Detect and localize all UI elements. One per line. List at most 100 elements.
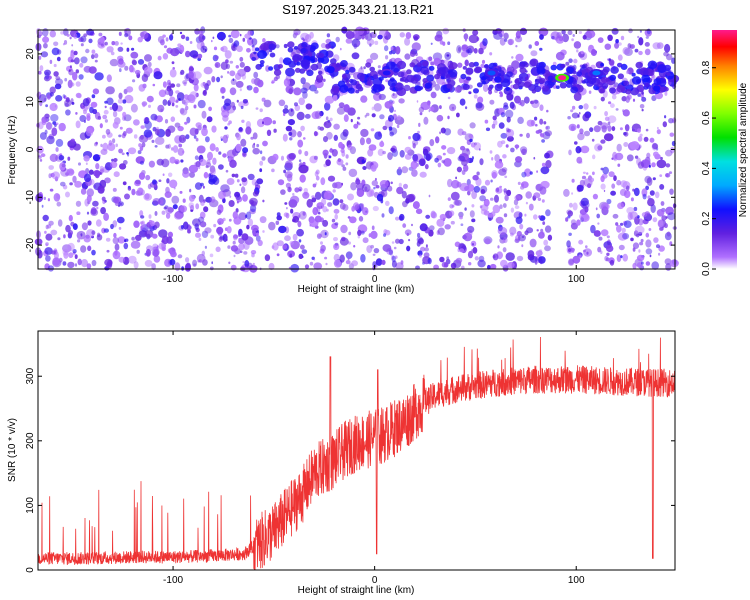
spectrogram-cell — [190, 209, 194, 212]
spectrogram-cell — [437, 67, 446, 75]
spectrogram-cell — [210, 234, 215, 239]
spectrogram-cell — [70, 49, 75, 57]
spectrogram-cell — [125, 127, 133, 134]
spectrogram-cell — [389, 131, 395, 137]
spectrogram-cell — [442, 27, 450, 35]
spectrogram-cell — [67, 156, 71, 161]
x-tick-label: -100 — [163, 274, 183, 285]
spectrogram-cell — [228, 261, 231, 265]
spectrogram-cell — [241, 233, 249, 241]
spectrogram-cell — [663, 86, 669, 92]
spectrogram-cell — [408, 238, 411, 242]
spectrogram-cell — [49, 30, 56, 38]
spectrogram-cell — [172, 204, 178, 210]
spectrogram-cell — [370, 52, 379, 61]
spectrogram-cell — [439, 213, 447, 221]
x-tick-label: 100 — [568, 575, 585, 586]
spectrogram-cell — [459, 248, 465, 253]
spectrogram-cell — [536, 62, 545, 70]
spectrogram-cell — [210, 196, 216, 203]
spectrogram-cell — [525, 191, 532, 199]
spectrogram-cell — [580, 197, 589, 206]
spectrogram-cell — [639, 133, 643, 137]
spectrogram-cell — [503, 32, 509, 40]
spectrogram-cell — [396, 124, 400, 129]
spectrogram-cell — [229, 195, 232, 198]
spectrogram-cell — [229, 159, 237, 168]
spectrogram-cell — [442, 152, 446, 156]
spectrogram-cell — [298, 215, 300, 218]
spectrogram-cell — [627, 43, 632, 49]
spectrogram-cell — [47, 265, 55, 272]
spectrogram-cell — [423, 252, 430, 258]
spectrogram-cell — [252, 132, 258, 140]
spectrogram-cell — [620, 255, 623, 259]
spectrogram-cell — [294, 67, 301, 73]
spectrogram-cell — [80, 188, 87, 195]
spectrogram-cell — [597, 222, 600, 225]
spectrogram-cell — [163, 45, 168, 49]
spectrogram-cell — [306, 198, 313, 208]
spectrogram-cell — [66, 168, 75, 176]
spectrogram-cell — [170, 251, 177, 258]
spectrogram-cell — [40, 153, 46, 158]
spectrogram-cell — [290, 208, 294, 214]
spectrogram-cell — [534, 116, 538, 121]
spectrogram-cell — [491, 123, 496, 129]
spectrogram-cell — [638, 50, 643, 56]
spectrogram-cell — [266, 129, 272, 136]
spectrogram-cell — [112, 102, 118, 112]
spectrogram-cell — [118, 134, 122, 138]
spectrogram-cell — [579, 179, 586, 186]
spectrogram-cell — [137, 150, 142, 155]
spectrogram-cell — [280, 155, 285, 161]
spectrogram-cell — [571, 178, 575, 183]
spectrogram-cell — [622, 253, 628, 262]
spectrogram-cell — [480, 204, 489, 212]
spectrogram-cell — [423, 116, 429, 125]
spectrogram-cell — [256, 178, 264, 185]
spectrogram-cell — [241, 177, 247, 183]
spectrogram-cell — [404, 229, 412, 236]
spectrogram-cell — [479, 158, 484, 166]
spectrogram-cell — [620, 63, 628, 70]
spectrogram-cell — [195, 122, 202, 128]
spectrogram-cell — [583, 103, 589, 110]
spectrogram-cell — [118, 148, 123, 154]
spectrogram-cell — [404, 146, 412, 154]
spectrogram-cell — [524, 168, 532, 177]
spectrogram-cell — [158, 89, 167, 98]
spectrogram-cell — [94, 59, 98, 63]
spectrogram-cell — [189, 188, 192, 193]
spectrogram-cell — [111, 158, 114, 162]
spectrogram-cell — [447, 197, 451, 202]
spectrogram-cell — [152, 233, 158, 239]
spectrogram-cell — [555, 85, 560, 89]
spectrogram-cell — [284, 235, 291, 242]
snr-y-label: SNR (10 * v/v) — [7, 418, 18, 482]
spectrogram-cell — [152, 83, 156, 87]
spectrogram-cell — [55, 147, 59, 152]
spectrogram-cell — [193, 83, 199, 92]
spectrogram-cell — [495, 28, 502, 34]
spectrogram-cell — [484, 119, 489, 124]
spectrogram-cell — [670, 146, 675, 154]
spectrogram-cell — [287, 119, 295, 126]
spectrogram-cell — [341, 150, 346, 157]
spectrogram-cell — [220, 184, 230, 193]
spectrogram-cell — [416, 236, 424, 244]
spectrogram-cell — [645, 36, 649, 39]
spectrogram-cell — [611, 126, 616, 132]
spectrogram-cell — [312, 207, 319, 216]
spectrogram-cell — [273, 76, 278, 82]
spectrogram-cell — [610, 190, 616, 196]
spectrogram-cell — [666, 231, 671, 237]
spectrogram-cell — [632, 242, 640, 249]
spectrogram-cell — [631, 76, 642, 85]
spectrogram-cell — [287, 41, 295, 48]
spectrogram-cell — [48, 220, 54, 226]
spectrogram-cell — [313, 131, 318, 137]
spectrogram-cell — [251, 179, 257, 186]
spectrogram-cell — [46, 94, 51, 100]
spectrogram-cell — [88, 169, 94, 175]
